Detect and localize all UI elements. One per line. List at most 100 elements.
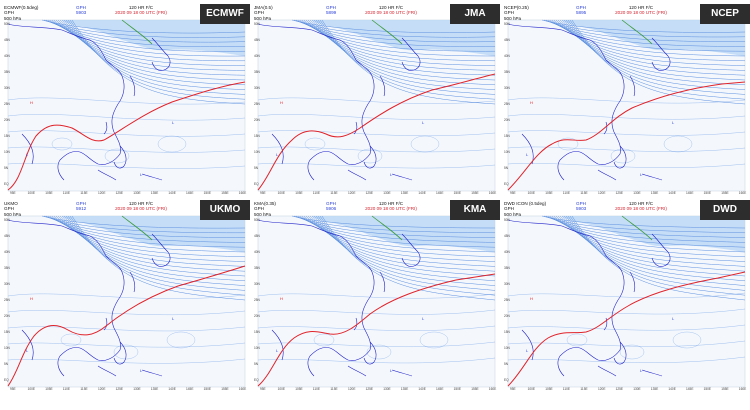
longitude-label: 115E: [80, 387, 88, 391]
longitude-label: 115E: [80, 191, 88, 195]
latitude-label: 10N: [254, 150, 260, 154]
longitude-label: 130E: [633, 387, 641, 391]
longitude-label: 120E: [98, 191, 106, 195]
latitude-label: 5N: [4, 362, 9, 366]
height-contour: [55, 215, 246, 262]
longitude-label: 125E: [115, 387, 124, 391]
height-contour: [41, 19, 246, 34]
latitude-label: 40N: [254, 250, 260, 254]
longitude-label: 120E: [598, 387, 606, 391]
gph-max-value: 5903: [576, 206, 587, 212]
gph-max-info: GPH 5906: [326, 201, 336, 212]
svg-text:L: L: [390, 172, 393, 177]
longitude-label: 155E: [721, 191, 729, 195]
pressure-centers: H L L L: [26, 100, 175, 177]
longitude-label: 160E: [238, 191, 247, 195]
valid-time: 2020 09 18 00 UTC (FRI): [615, 206, 667, 212]
height-contour: [53, 19, 246, 62]
longitude-label: 105E: [45, 387, 53, 391]
height-contour: [55, 19, 246, 66]
latitude-label: 30N: [504, 282, 510, 286]
forecast-info: 120 HR F/C 2020 09 18 00 UTC (FRI): [358, 5, 424, 16]
height-contours: [7, 215, 246, 364]
height-contour: [321, 19, 496, 105]
closed-contour: [357, 148, 383, 164]
longitude-label: 155E: [221, 191, 229, 195]
closed-contour: [166, 331, 196, 349]
5880-ridge-line: [7, 265, 246, 387]
height-contour: [7, 310, 246, 316]
svg-text:L: L: [526, 152, 529, 157]
longitude-label: 95E: [10, 387, 16, 391]
forecast-panel-ecmwf: H L L L ECMWF(0.5deg) GPH 500 hPa GPH 59…: [2, 4, 250, 197]
forecast-panel-dwd: H L L L DWD ICON (0.5deg) GPH 500 hPa GP…: [502, 200, 750, 393]
longitude-label: 145E: [436, 191, 444, 195]
latitude-label: 10N: [4, 346, 10, 350]
longitude-label: 95E: [510, 191, 516, 195]
forecast-hour: 120 HR F/C: [378, 201, 404, 206]
geopotential-map: H L L L: [2, 200, 250, 393]
height-contour: [319, 215, 496, 296]
longitude-label: 135E: [650, 191, 659, 195]
longitude-label: 150E: [703, 191, 712, 195]
latitude-label: 5N: [254, 166, 259, 170]
trough-line: [621, 215, 653, 241]
variable-name: GPH: [254, 10, 264, 16]
height-contour: [257, 357, 496, 364]
pressure-centers: H L L L: [526, 100, 675, 177]
longitude-label: 110E: [312, 191, 321, 195]
longitude-label: 155E: [471, 387, 479, 391]
closed-contour: [672, 331, 702, 349]
longitude-label: 110E: [62, 387, 71, 391]
forecast-panel-ncep: H L L L NCEP(0.25) GPH 500 hPa GPH 5895 …: [502, 4, 750, 197]
height-contour: [553, 19, 746, 62]
variable-name: GPH: [4, 10, 14, 16]
latitude-label: 25N: [4, 102, 10, 106]
height-contour: [7, 146, 246, 153]
closed-contour: [60, 333, 82, 347]
longitude-label: 130E: [383, 387, 391, 391]
gph-label: GPH: [76, 5, 86, 10]
pressure-level: 500 hPa: [504, 211, 522, 217]
model-source: ECMWF(0.5deg): [4, 5, 39, 10]
longitude-label: 160E: [238, 387, 247, 391]
height-contour: [309, 215, 496, 272]
longitude-label: 95E: [260, 191, 266, 195]
geopotential-map: H L L L: [252, 4, 500, 197]
height-contour: [569, 19, 746, 100]
latitude-label: 20N: [4, 314, 10, 318]
longitude-label: 135E: [150, 387, 159, 391]
longitude-label: 110E: [562, 387, 571, 391]
longitude-label: 125E: [615, 191, 624, 195]
latitude-label: 15N: [254, 134, 260, 138]
closed-contour: [419, 331, 449, 349]
longitude-label: 100E: [277, 387, 286, 391]
model-source: KMA(0.35): [254, 201, 276, 206]
latitude-label: 15N: [254, 330, 260, 334]
valid-time: 2020 09 18 00 UTC (FRI): [615, 10, 667, 16]
latitude-label: 5N: [254, 362, 259, 366]
latitude-label: 30N: [4, 86, 10, 90]
latitude-label: 20N: [4, 118, 10, 122]
trough-shading: [562, 216, 745, 252]
valid-time: 2020 09 18 00 UTC (FRI): [115, 206, 167, 212]
trough-line: [371, 19, 403, 45]
model-name-badge: UKMO: [200, 200, 250, 220]
forecast-panel-kma: H L L L KMA(0.35) GPH 500 hPa GPH 5906 1…: [252, 200, 500, 393]
height-contours: [507, 19, 746, 168]
gph-max-info: GPH 5895: [576, 5, 586, 16]
geopotential-map: H L L L: [2, 4, 250, 197]
height-contour: [257, 130, 496, 137]
latitude-label: 30N: [254, 282, 260, 286]
height-contour: [507, 340, 746, 347]
svg-text:L: L: [526, 348, 529, 353]
svg-text:H: H: [280, 296, 283, 301]
5880-ridge-line: [257, 73, 496, 191]
height-contour: [507, 308, 746, 315]
longitude-label: 110E: [62, 191, 71, 195]
height-contour: [553, 215, 746, 258]
forecast-hour: 120 HR F/C: [128, 5, 154, 10]
closed-contour: [619, 344, 645, 360]
latitude-label: 45N: [4, 234, 10, 238]
5880-ridge-line: [257, 273, 496, 387]
